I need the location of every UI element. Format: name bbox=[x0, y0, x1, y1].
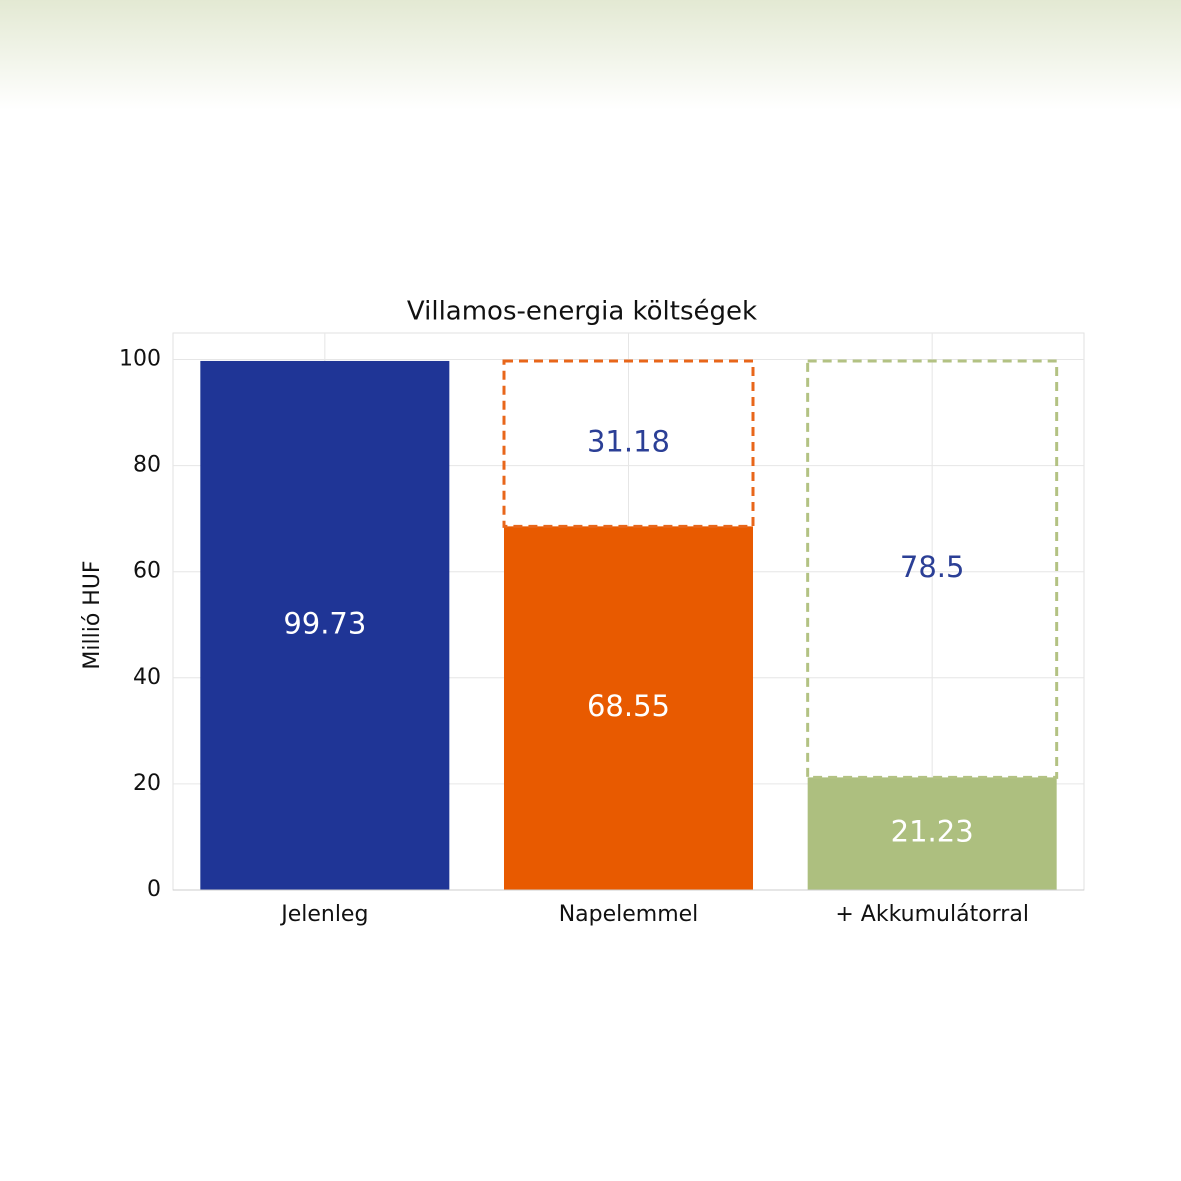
y-tick-label: 20 bbox=[133, 771, 161, 796]
x-tick-label: Jelenleg bbox=[279, 902, 368, 927]
y-tick-label: 0 bbox=[147, 877, 161, 902]
y-tick-label: 80 bbox=[133, 453, 161, 478]
savings-bar bbox=[806, 359, 1059, 779]
cost-bar bbox=[200, 360, 450, 891]
x-tick-label: Napelemmel bbox=[559, 902, 699, 927]
y-axis-label: Millió HUF bbox=[80, 560, 105, 669]
y-tick-label: 100 bbox=[119, 347, 161, 372]
chart-title: Villamos-energia költségek bbox=[407, 297, 757, 327]
y-tick-label: 60 bbox=[133, 559, 161, 584]
data-label: 99.73 bbox=[283, 606, 366, 640]
background-banner bbox=[0, 0, 1181, 110]
y-tick-label: 40 bbox=[133, 665, 161, 690]
x-tick-label: + Akkumulátorral bbox=[835, 902, 1029, 927]
data-label: 68.55 bbox=[587, 689, 670, 723]
data-label: 31.18 bbox=[587, 425, 670, 459]
cost-bar bbox=[807, 777, 1057, 890]
cost-bar bbox=[503, 526, 754, 890]
data-label: 78.5 bbox=[900, 550, 965, 584]
savings-bar bbox=[502, 359, 755, 528]
data-label: 21.23 bbox=[891, 815, 974, 849]
